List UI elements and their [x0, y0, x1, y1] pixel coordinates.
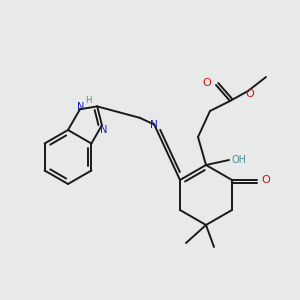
Text: H: H: [85, 96, 91, 105]
Text: O: O: [202, 78, 211, 88]
Text: O: O: [246, 89, 254, 99]
Text: O: O: [262, 175, 270, 185]
Text: N: N: [100, 125, 108, 135]
Text: OH: OH: [232, 155, 247, 165]
Text: N: N: [77, 102, 85, 112]
Text: N: N: [150, 120, 158, 130]
